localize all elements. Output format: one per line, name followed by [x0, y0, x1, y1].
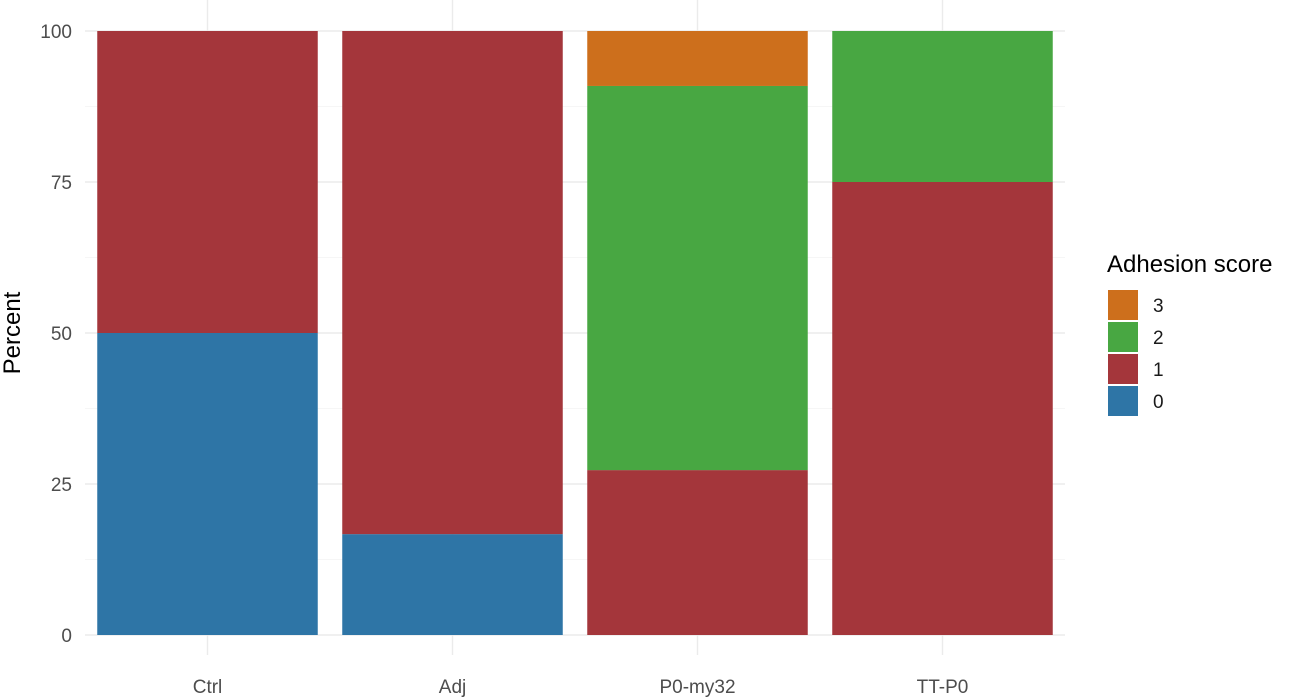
bar-Adj-score-1	[342, 31, 563, 535]
bar-P0-my32-score-1	[587, 470, 808, 635]
legend-swatch-2	[1108, 322, 1138, 352]
bar-TT-P0-score-2	[832, 31, 1053, 182]
bar-Adj-score-0	[342, 534, 563, 635]
bars-layer	[97, 31, 1053, 635]
legend-swatch-1	[1108, 354, 1138, 384]
legend-items: 3 2 1 0	[1108, 290, 1164, 416]
legend: Adhesion score 3 2 1 0	[1107, 251, 1272, 416]
legend-title: Adhesion score	[1107, 251, 1272, 278]
bar-P0-my32-score-3	[587, 31, 808, 86]
bar-P0-my32-score-2	[587, 85, 808, 471]
legend-label-2: 2	[1153, 328, 1164, 349]
legend-swatch-3	[1108, 290, 1138, 320]
bar-Ctrl-score-1	[97, 31, 318, 333]
y-axis-title: Percent	[0, 291, 26, 374]
y-tick-label: 0	[61, 626, 72, 647]
y-tick-label: 75	[51, 173, 72, 194]
legend-label-1: 1	[1153, 360, 1164, 381]
y-tick-label: 100	[40, 22, 72, 43]
x-tick-label: TT-P0	[917, 677, 969, 698]
x-axis-ticks: Ctrl Adj P0-my32 TT-P0	[193, 677, 969, 698]
legend-label-3: 3	[1153, 296, 1164, 317]
bar-TT-P0-score-1	[832, 182, 1053, 635]
y-tick-label: 25	[51, 475, 72, 496]
x-tick-label: Adj	[439, 677, 466, 698]
legend-label-0: 0	[1153, 392, 1164, 413]
bar-Ctrl-score-0	[97, 333, 318, 635]
y-axis-ticks: 0 25 50 75 100	[40, 22, 72, 647]
legend-swatch-0	[1108, 386, 1138, 416]
y-tick-label: 50	[51, 324, 72, 345]
x-tick-label: Ctrl	[193, 677, 223, 698]
x-tick-label: P0-my32	[659, 677, 735, 698]
